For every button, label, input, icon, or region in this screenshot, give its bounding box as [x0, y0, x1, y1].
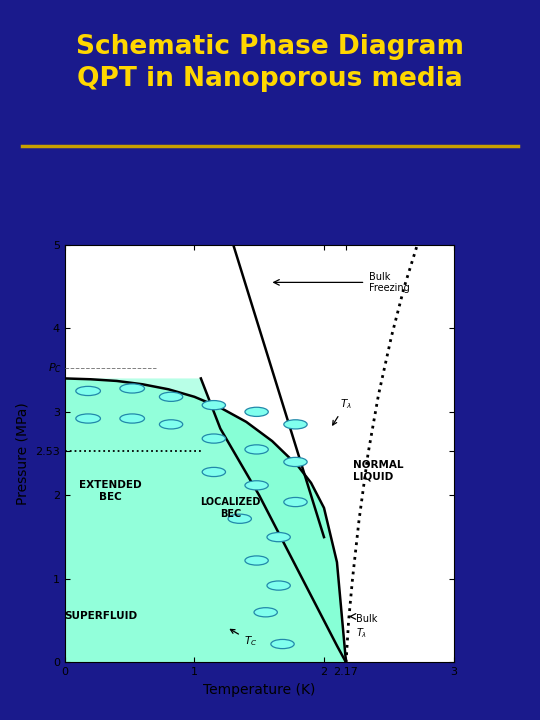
Ellipse shape	[120, 384, 145, 393]
Text: EXTENDED
BEC: EXTENDED BEC	[79, 480, 141, 502]
Ellipse shape	[284, 498, 307, 507]
Ellipse shape	[202, 467, 226, 477]
Ellipse shape	[284, 457, 307, 467]
Ellipse shape	[267, 581, 291, 590]
Ellipse shape	[245, 556, 268, 565]
Text: Schematic Phase Diagram
QPT in Nanoporous media: Schematic Phase Diagram QPT in Nanoporou…	[76, 34, 464, 91]
Text: $T_C$: $T_C$	[231, 629, 257, 648]
Y-axis label: Pressure (MPa): Pressure (MPa)	[16, 402, 30, 505]
Text: NORMAL
LIQUID: NORMAL LIQUID	[353, 459, 403, 481]
Text: SUPERFLUID: SUPERFLUID	[64, 611, 138, 621]
Ellipse shape	[228, 514, 252, 523]
Text: Bulk
$T_\lambda$: Bulk $T_\lambda$	[356, 614, 378, 640]
Ellipse shape	[271, 639, 294, 649]
Ellipse shape	[245, 408, 268, 416]
Text: Bulk
Freezing: Bulk Freezing	[369, 271, 410, 293]
Text: $P_C$: $P_C$	[48, 361, 62, 375]
Polygon shape	[65, 379, 346, 662]
Ellipse shape	[245, 481, 268, 490]
Ellipse shape	[76, 387, 100, 395]
Ellipse shape	[267, 533, 291, 541]
Ellipse shape	[202, 400, 226, 410]
Ellipse shape	[76, 414, 100, 423]
X-axis label: Temperature (K): Temperature (K)	[203, 683, 315, 697]
Ellipse shape	[254, 608, 278, 617]
Ellipse shape	[245, 445, 268, 454]
Text: LOCALIZED
BEC: LOCALIZED BEC	[200, 497, 261, 518]
Ellipse shape	[159, 392, 183, 401]
Ellipse shape	[159, 420, 183, 429]
Text: $T_\lambda$: $T_\lambda$	[333, 397, 352, 425]
Ellipse shape	[202, 434, 226, 444]
Polygon shape	[65, 379, 346, 662]
Ellipse shape	[120, 414, 145, 423]
Ellipse shape	[284, 420, 307, 429]
